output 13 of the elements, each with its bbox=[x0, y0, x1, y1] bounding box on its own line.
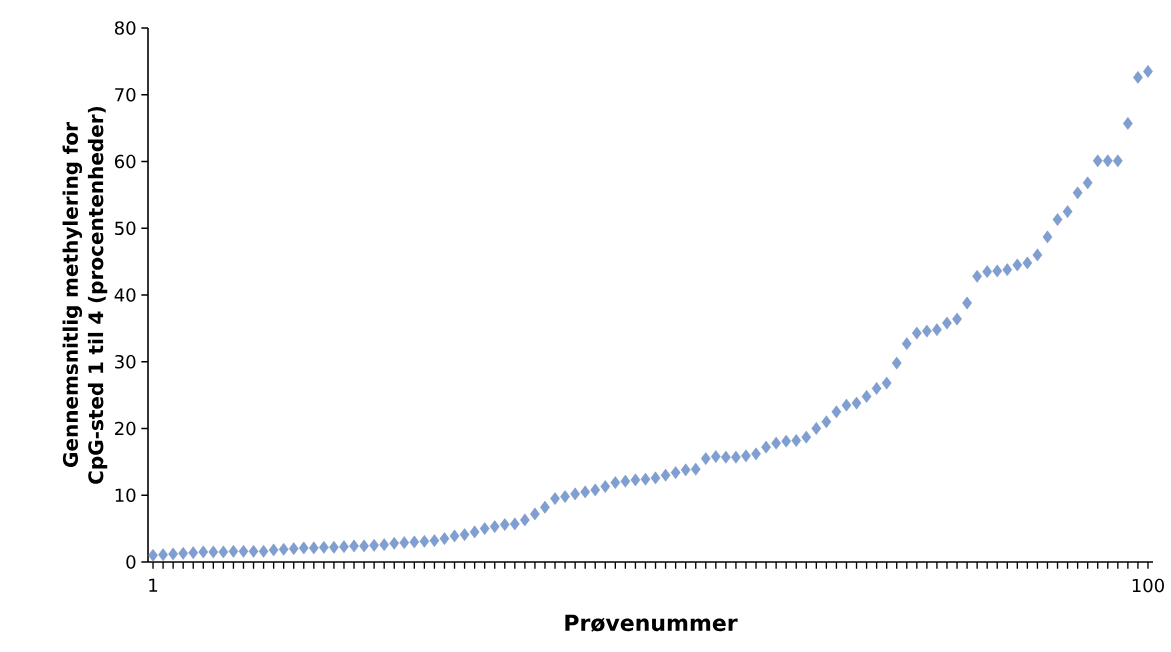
y-tick-label: 0 bbox=[126, 555, 136, 569]
y-tick-label: 80 bbox=[114, 21, 136, 35]
y-tick-label: 40 bbox=[114, 288, 136, 302]
y-tick-label: 10 bbox=[115, 488, 136, 503]
y-tick-label: 70 bbox=[115, 87, 136, 102]
x-axis-title: Prøvenummer bbox=[565, 614, 738, 632]
y-tick-label: 60 bbox=[114, 154, 136, 169]
y-tick-label: 20 bbox=[115, 421, 136, 436]
y-axis-title: Gennemsnitlig methylering for CpG-sted 1 til 4 (procentenheder) bbox=[62, 106, 108, 484]
x-tick-label: 100 bbox=[1132, 578, 1164, 593]
y-tick-label: 30 bbox=[115, 354, 136, 369]
y-tick-label: 50 bbox=[115, 221, 136, 236]
x-tick-label: 1 bbox=[149, 578, 158, 592]
